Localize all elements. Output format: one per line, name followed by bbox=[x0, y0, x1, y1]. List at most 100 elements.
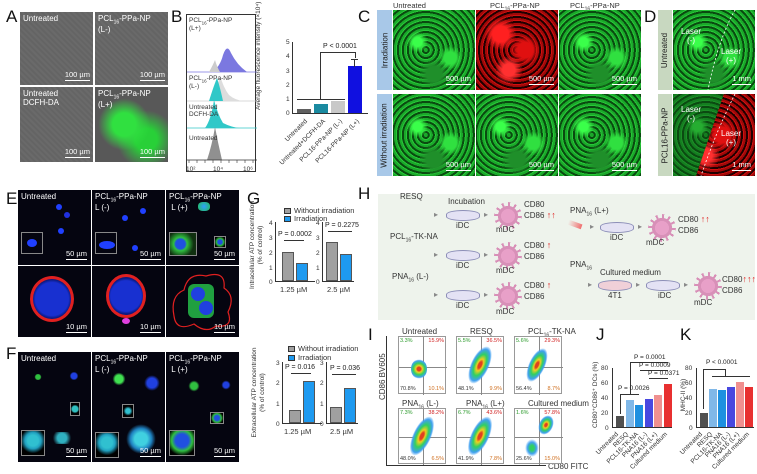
b-track-label: PCL16-PPa-NP (L+) bbox=[189, 17, 233, 33]
h-markers: CD80↑↑↑ CD86 bbox=[722, 274, 756, 295]
bar bbox=[326, 242, 338, 281]
h-agent: PCL16-TK-NA bbox=[390, 232, 438, 244]
c-image: 500 µm bbox=[476, 94, 558, 176]
e-image-bottom: 10 µm bbox=[92, 266, 165, 337]
a-image-untreated: Untreated 100 µm bbox=[20, 12, 93, 85]
mdc-icon bbox=[694, 272, 722, 300]
laser-plus-label: Laser (+) bbox=[721, 47, 742, 65]
i-plot-title: PCL16-TK-NA bbox=[528, 327, 576, 339]
ytick: 1 bbox=[276, 401, 280, 408]
panel-label-h: H bbox=[358, 184, 371, 203]
g-intra-25-chart: P = 0.2275 bbox=[322, 222, 359, 282]
ytick: 2 bbox=[276, 380, 280, 387]
bar bbox=[330, 407, 342, 423]
bar bbox=[289, 410, 301, 423]
ytick: 2 bbox=[269, 250, 273, 257]
panel-label-i: I bbox=[368, 325, 373, 344]
legend-label: Irradiation bbox=[294, 214, 328, 223]
dish-icon bbox=[446, 250, 480, 261]
i-plot-title: RESQ bbox=[470, 327, 493, 336]
h-cell: 4T1 bbox=[608, 291, 622, 300]
h-idc: iDC bbox=[456, 261, 470, 270]
mdc-icon bbox=[648, 214, 676, 242]
h-markers: CD80 CD86 ↑↑ bbox=[524, 200, 556, 221]
h-markers: CD80 ↑↑ CD86 bbox=[678, 214, 710, 235]
ytick: 0 bbox=[605, 425, 609, 432]
g-xlabel: 2.5 µM bbox=[330, 427, 354, 436]
scale-bar: 100 µm bbox=[139, 70, 165, 81]
c-col-header: PCL16-PPa-NP bbox=[570, 1, 620, 13]
b-xtick: 10² bbox=[186, 166, 196, 173]
panel-label-a: A bbox=[6, 7, 18, 26]
g-pvalue: P = 0.2275 bbox=[325, 222, 359, 229]
ytick: 0 bbox=[276, 421, 280, 428]
b-histogram: PCL16-PPa-NP (L+) PCL16-PPa-NP (L-) Untrea… bbox=[186, 14, 257, 172]
h-step: Incubation bbox=[448, 197, 485, 206]
ytick: 20 bbox=[685, 410, 693, 417]
laser-icon bbox=[567, 219, 583, 230]
bar bbox=[296, 262, 308, 281]
bar bbox=[314, 103, 328, 113]
e-image-top: PCL16-PPa-NP L (+) 50 µm bbox=[166, 190, 239, 265]
ytick: 3 bbox=[320, 360, 324, 367]
f-image: Untreated 50 µm bbox=[18, 352, 91, 462]
a-img-title: PCL16-PPa-NP (L-) bbox=[98, 14, 151, 35]
bar bbox=[344, 388, 356, 423]
c-image: 500 µm bbox=[393, 10, 475, 90]
ytick: 20 bbox=[601, 410, 609, 417]
ytick: 60 bbox=[601, 380, 609, 387]
e-img-title: PCL16-PPa-NP L (-) bbox=[95, 192, 148, 213]
mdc-icon bbox=[494, 242, 522, 270]
ytick: 80 bbox=[601, 365, 609, 372]
c-image: 500 µm bbox=[559, 10, 641, 90]
g-bottom-ylabel: Extracellular ATP concentration (% of con… bbox=[251, 347, 266, 438]
b-track-label: Untreated bbox=[189, 135, 218, 142]
legend-label: Irradiation bbox=[298, 353, 332, 362]
histogram-curves bbox=[187, 48, 257, 163]
j-pvalue: P = 0.0009 bbox=[639, 362, 671, 369]
ytick: 60 bbox=[685, 380, 693, 387]
i-plot-title: PNA16 (L-) bbox=[402, 399, 439, 411]
h-mdc: mDC bbox=[694, 298, 713, 307]
h-agent: PNA16 (L-) bbox=[392, 272, 429, 284]
i-plot-title: PNA16 (L+) bbox=[466, 399, 505, 411]
e-image-bottom: 10 µm bbox=[18, 266, 91, 337]
ytick: 40 bbox=[685, 395, 693, 402]
h-markers: CD80 ↑ CD86 bbox=[524, 280, 552, 301]
a-img-title: Untreated bbox=[23, 14, 59, 23]
g-pvalue: P = 0.036 bbox=[330, 365, 361, 372]
h-mdc: mDC bbox=[496, 225, 515, 234]
j-bar-chart bbox=[612, 362, 672, 428]
i-flow-plot: 5.5% 36.5% 48.1% 9.9% bbox=[456, 336, 505, 395]
panel-label-k: K bbox=[680, 325, 692, 344]
f-img-title: PCL16-PPa-NP L (+) bbox=[169, 354, 222, 375]
legend-label: Without irradiation bbox=[298, 344, 359, 353]
h-schematic: RESQ Incubation ▸ iDC ▸ mDC CD80 CD86 ↑↑ … bbox=[378, 192, 756, 320]
bar bbox=[736, 382, 744, 427]
bar bbox=[616, 415, 624, 427]
scale-bar: 10 µm bbox=[214, 322, 235, 333]
ytick: 1 bbox=[269, 265, 273, 272]
d-image-pcl: Laser (-) Laser (+) 1 mm bbox=[673, 94, 755, 176]
bar bbox=[625, 400, 634, 427]
dish-icon bbox=[646, 280, 680, 291]
h-idc: iDC bbox=[456, 221, 470, 230]
bar bbox=[700, 412, 708, 427]
mdc-icon bbox=[494, 282, 522, 310]
i-xlabel: CD80 FITC bbox=[548, 462, 589, 471]
f-img-title: Untreated bbox=[21, 354, 57, 363]
bar bbox=[654, 394, 662, 427]
bar bbox=[718, 390, 726, 427]
h-mdc: mDC bbox=[496, 266, 515, 275]
bar bbox=[340, 254, 352, 281]
ytick: 4 bbox=[269, 220, 273, 227]
k-bar-chart bbox=[696, 368, 754, 428]
g-extra-125-chart: P = 0.016 bbox=[282, 362, 322, 424]
c-image: 500 µm bbox=[476, 10, 558, 90]
g-top-ylabel: Intracellular ATP concentration (% of con… bbox=[249, 201, 264, 289]
panel-label-e: E bbox=[6, 189, 18, 208]
ytick: 0 bbox=[269, 279, 273, 286]
g-extra-25-chart: P = 0.036 bbox=[326, 362, 361, 424]
j-pvalue: P = 0.0371 bbox=[648, 370, 680, 377]
i-plot-title: Cultured medium bbox=[528, 399, 589, 408]
